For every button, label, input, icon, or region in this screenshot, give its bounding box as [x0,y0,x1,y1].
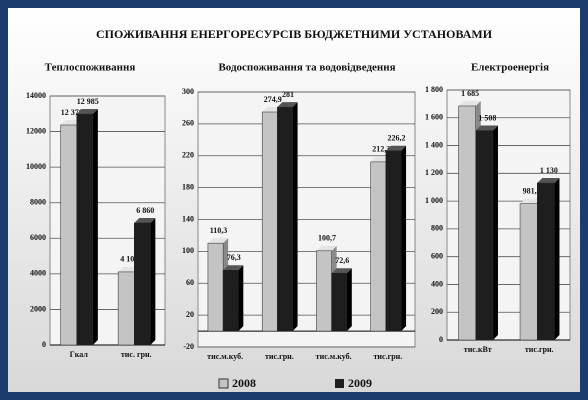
data-label: 12 985 [77,97,99,106]
y-tick-label: 4000 [30,269,46,278]
y-tick-label: 100 [182,246,194,255]
bar-side [150,217,156,345]
x-tick-label: тис.грн. [525,345,554,354]
legend-label: 2008 [232,376,256,390]
bar-top [537,178,560,184]
x-tick-label: Гкал [70,350,89,359]
y-tick-label: 600 [431,251,443,260]
x-tick-label: тис.грн. [373,352,402,361]
bar-top [76,109,98,115]
bar-side [92,109,98,346]
bar [331,272,348,332]
bar [385,150,402,332]
y-tick-label: 1 800 [425,85,443,94]
y-tick-label: 1 400 [425,140,443,149]
bar-top [223,265,244,271]
legend-label: 2009 [348,376,372,390]
y-tick-label: 300 [182,87,194,96]
y-tick-label: 20 [186,310,194,319]
data-label: 72,6 [335,256,349,265]
y-tick-label: 1 000 [425,196,443,205]
chart-subtitle: Теплоспоживання [45,62,136,74]
legend-swatch [218,378,229,389]
y-tick-label: 6000 [30,233,46,242]
data-label: 1 685 [461,89,479,98]
y-tick-label: 220 [182,151,194,160]
bar [207,242,224,332]
bar-top [458,100,481,106]
bar [134,222,151,346]
x-tick-label: тис.м.куб. [207,352,243,361]
bar [537,182,555,341]
data-label: 4 109 [120,255,138,264]
y-tick-label: 0 [42,340,46,349]
data-label: 1 130 [540,166,558,175]
bar-side [292,102,298,332]
y-tick-label: 14000 [26,91,46,100]
chart-subtitle: Електроенергія [471,62,549,74]
bar [458,105,476,341]
bar [277,106,293,332]
chart-title: СПОЖИВАННЯ ЕНЕРГОРЕСУРСІВ БЮДЖЕТНИМИ УСТ… [96,27,493,41]
bar-top [475,125,498,131]
bar-side [346,268,352,332]
bar [316,250,332,332]
y-tick-label: 12000 [26,126,46,135]
x-tick-label: тис. грн. [121,350,152,359]
bar [60,124,78,346]
data-label: 1 508 [478,113,496,122]
x-tick-label: тис.м.куб. [316,352,352,361]
data-label: 212,3 [372,145,390,154]
y-tick-label: 10000 [26,162,46,171]
y-tick-label: 0 [439,335,443,344]
bar-top [385,145,407,151]
bar [76,113,94,346]
bar-top [331,268,352,274]
y-tick-label: 200 [431,307,443,316]
data-label: 110,3 [210,226,228,235]
bar-side [401,145,407,332]
y-tick-label: 1 200 [425,168,443,177]
data-label: 12 370 [61,108,83,117]
x-tick-label: тис.грн. [265,352,294,361]
y-tick-label: 1 600 [425,113,443,122]
bar-top [134,217,156,223]
data-label: 226,2 [387,134,405,143]
y-tick-label: 8000 [30,198,46,207]
y-tick-label: 140 [182,214,194,223]
data-label: 981,3 [523,187,541,196]
bar-side [492,125,498,340]
data-label: 6 860 [136,206,154,215]
bar [222,270,239,332]
bar-top [277,102,298,108]
bar-side [554,178,560,340]
bar [261,111,278,332]
bar-top [207,238,229,244]
bar-top [118,266,140,272]
y-tick-label: 180 [182,182,194,191]
data-label: 100,7 [318,234,336,243]
y-tick-label: 2000 [30,304,46,313]
y-tick-label: 400 [431,279,443,288]
legend-swatch [335,379,344,388]
data-label: 281 [282,90,294,99]
y-tick-label: 800 [431,224,443,233]
bar-top [520,198,543,204]
bar [519,203,538,341]
bar [117,271,135,346]
bar [475,130,494,341]
y-tick-label: 260 [182,119,194,128]
y-tick-label: -20 [183,342,194,351]
bar [370,161,387,332]
chart-subtitle: Водоспоживання та водовідведення [218,62,395,74]
bar-top [60,119,82,125]
x-tick-label: тис.кВт [464,345,492,354]
bar-side [238,265,244,332]
y-tick-label: 60 [186,278,194,287]
bar-top [316,245,337,251]
data-label: 274,9 [264,95,282,104]
data-label: 76,3 [227,253,241,262]
